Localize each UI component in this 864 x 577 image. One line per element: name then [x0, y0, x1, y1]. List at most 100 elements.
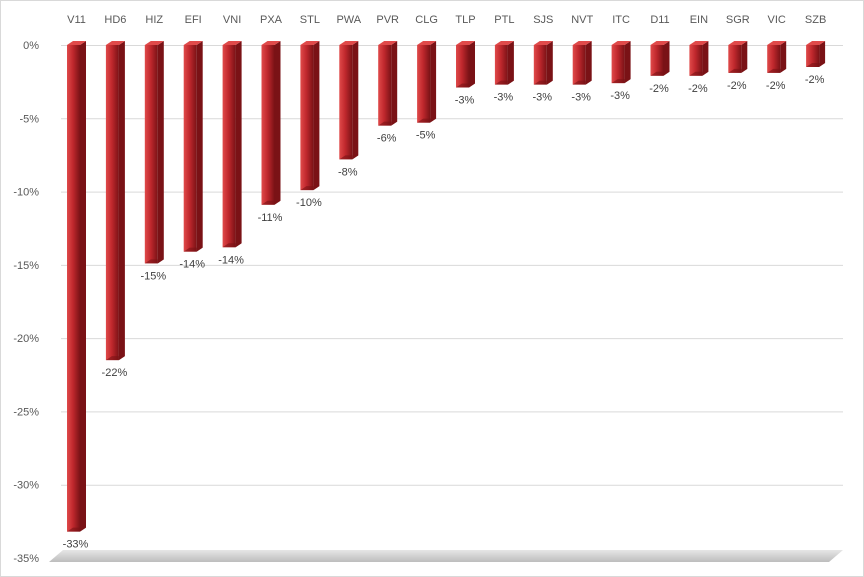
data-label: -2%	[805, 74, 825, 86]
bar-side	[546, 41, 553, 85]
data-label: -3%	[494, 92, 514, 104]
bar-front	[456, 45, 469, 88]
bar	[572, 41, 592, 85]
bar-bottom	[456, 83, 475, 88]
bar-front	[650, 45, 664, 76]
bar	[67, 41, 86, 532]
bar-front	[144, 45, 158, 264]
bar-front	[378, 45, 392, 126]
bar-bottom	[806, 62, 826, 67]
bar-front	[261, 45, 275, 205]
bar-side	[80, 41, 86, 532]
bar-bottom	[222, 243, 242, 248]
bar-side	[741, 41, 748, 73]
bar	[533, 41, 553, 85]
category-label: PXA	[260, 14, 283, 26]
bar	[806, 41, 826, 67]
bar-top	[494, 41, 514, 45]
category-label: SGR	[726, 14, 750, 26]
bar-bottom	[728, 68, 748, 73]
data-label: -2%	[649, 83, 669, 95]
bar-bottom	[261, 200, 281, 205]
bar-front	[300, 45, 314, 191]
category-label: SJS	[533, 14, 553, 26]
category-label: TLP	[455, 14, 475, 26]
y-tick-label: -30%	[13, 480, 39, 492]
category-label: PTL	[494, 14, 514, 26]
gridlines	[61, 45, 843, 486]
bar-bottom	[611, 79, 631, 84]
bar-front	[572, 45, 586, 85]
category-label: SZB	[805, 14, 826, 26]
data-label: -2%	[727, 80, 747, 92]
y-tick-label: -5%	[19, 113, 39, 125]
bar-bottom	[650, 71, 670, 76]
bar-top	[105, 41, 125, 45]
bar-bottom	[689, 71, 709, 76]
category-label: STL	[300, 14, 320, 26]
bar	[728, 41, 748, 73]
bar-front	[183, 45, 197, 252]
bar-top	[144, 41, 164, 45]
bar-bottom	[767, 68, 787, 73]
bar-bottom	[300, 186, 320, 191]
bar	[767, 41, 787, 73]
bar	[339, 41, 359, 160]
bar-front	[494, 45, 508, 85]
data-label: -3%	[455, 95, 475, 107]
bar-top	[689, 41, 709, 45]
bar-top	[456, 41, 475, 45]
bar-front	[611, 45, 625, 84]
bar-side	[391, 41, 398, 126]
bar-side	[157, 41, 164, 264]
category-label: VIC	[768, 14, 786, 26]
category-label: EIN	[690, 14, 708, 26]
bar	[689, 41, 709, 76]
bar-side	[352, 41, 359, 160]
bar-front	[728, 45, 742, 73]
category-label: NVT	[571, 14, 593, 26]
bar-top	[183, 41, 203, 45]
y-tick-label: -20%	[13, 333, 39, 345]
category-label: D11	[650, 14, 669, 26]
bar-side	[235, 41, 242, 248]
bar-front	[417, 45, 431, 123]
data-label: -14%	[179, 259, 205, 271]
bar-side	[313, 41, 320, 191]
data-label: -2%	[688, 83, 708, 95]
bar	[222, 41, 242, 248]
bar-side	[469, 41, 475, 88]
bar	[650, 41, 670, 76]
bar-front	[339, 45, 353, 160]
bar-top	[572, 41, 592, 45]
bar-top	[261, 41, 281, 45]
data-label: -11%	[258, 212, 283, 224]
bar	[300, 41, 320, 191]
bar	[494, 41, 514, 85]
bar-side	[702, 41, 709, 76]
y-axis-tick-labels: 0% -5% -10% -15% -20% -25% -30% -35%	[13, 40, 39, 565]
y-tick-label: -10%	[13, 187, 39, 199]
data-label: -2%	[766, 80, 786, 92]
chart-floor	[49, 550, 843, 562]
bar-side	[819, 41, 826, 67]
bar-top	[378, 41, 398, 45]
bar-bottom	[572, 80, 592, 85]
y-tick-label: -35%	[13, 553, 39, 565]
bar-side	[118, 41, 125, 361]
bar-side	[196, 41, 203, 252]
bar-side	[430, 41, 437, 123]
category-labels: V11 HD6 HIZ EFI VNI PXA STL PWA PVR CLG TLP PTL SJS N…	[67, 14, 826, 26]
bar-side	[663, 41, 670, 76]
bar	[183, 41, 203, 252]
data-label: -15%	[140, 270, 166, 282]
bar-side	[624, 41, 631, 84]
bar-bottom	[67, 527, 86, 532]
bar-front	[105, 45, 119, 361]
category-label: ITC	[612, 14, 630, 26]
bar	[456, 41, 475, 88]
bars	[67, 41, 826, 532]
bar	[417, 41, 437, 123]
